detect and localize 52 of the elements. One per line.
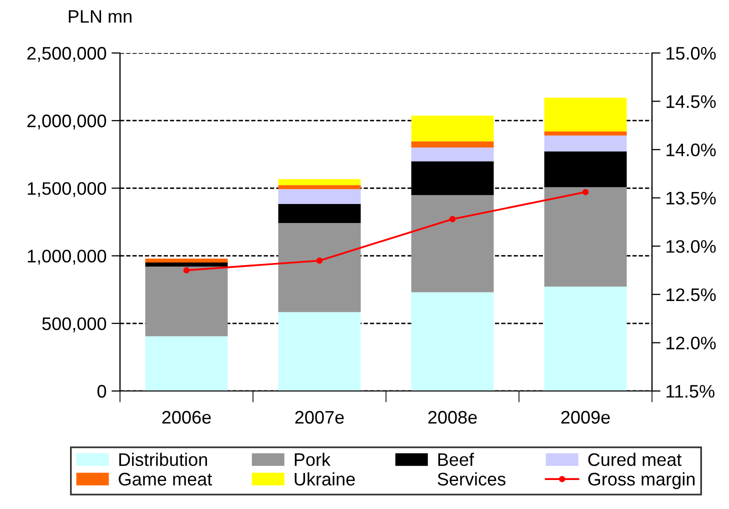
legend-label: Ukraine (294, 472, 355, 486)
y2-tick-label: 14.0% (666, 144, 716, 156)
bar (411, 141, 494, 148)
point (183, 267, 190, 274)
y-tick-label: 2,500,000 (27, 46, 106, 62)
bar (544, 132, 627, 136)
bar (145, 266, 228, 336)
x-tick-label: 2006e (162, 410, 211, 424)
legend-label: Game meat (118, 472, 212, 486)
y2-tick-label: 12.5% (666, 288, 716, 302)
y2-tick-label: 15.0% (666, 46, 716, 60)
x-tick-label: 2008e (428, 410, 477, 424)
y2-tick-label: 11.5% (666, 385, 714, 398)
point (582, 188, 589, 196)
y-tick-label: 1,500,000 (28, 182, 106, 198)
bar (544, 286, 627, 391)
y-axis-title: PLN mn (68, 10, 132, 23)
y2-tick-label: 13.0% (666, 240, 716, 253)
y-tick-label: 2,000,000 (27, 114, 106, 130)
legend-label: Pork (294, 452, 331, 466)
bar (544, 187, 627, 287)
point (316, 258, 323, 264)
bar (411, 292, 494, 391)
bar (278, 204, 361, 223)
text: Services (438, 472, 506, 486)
y-tick-label: 0 (97, 384, 106, 398)
bar (411, 195, 494, 292)
y-tick-label: 1,000,000 (28, 250, 106, 265)
bar (411, 116, 494, 142)
bar (544, 135, 627, 152)
bar (278, 312, 361, 391)
x-tick-label: 2007e (295, 410, 344, 424)
bar (278, 189, 361, 204)
bar (411, 148, 494, 162)
y2-tick-label: 12.0% (666, 336, 716, 350)
legend-label: Beef (438, 452, 474, 466)
x-tick-label: 2009e (561, 410, 610, 424)
legend-label: Cured meat (588, 452, 682, 466)
bar (544, 98, 627, 132)
legend-label: Distribution (119, 452, 207, 466)
bar (278, 222, 361, 312)
bar (145, 258, 228, 263)
y-tick-label: 500,000 (42, 317, 106, 332)
bar (544, 151, 627, 188)
bar (145, 336, 228, 391)
point (449, 216, 456, 222)
y2-tick-label: 13.5% (666, 192, 716, 205)
bar (278, 185, 361, 190)
legend-label: Gross margin (588, 472, 695, 490)
bar (145, 262, 228, 267)
bar (278, 179, 361, 186)
y2-tick-label: 14.5% (666, 95, 716, 108)
